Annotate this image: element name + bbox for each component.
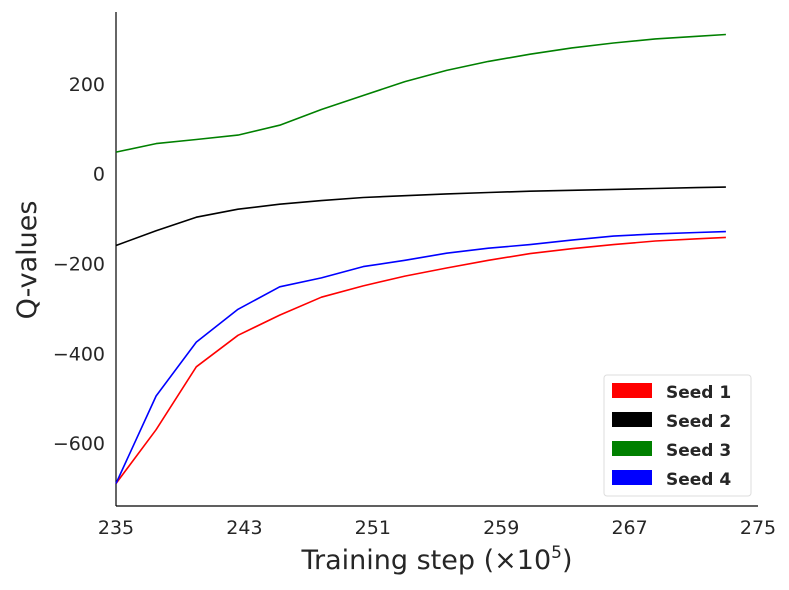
x-tick-label: 267 [611, 517, 647, 539]
x-tick-label: 275 [740, 517, 776, 539]
series-lines [115, 33, 726, 484]
x-tick-label: 259 [483, 517, 519, 539]
legend-swatch-seed-4 [612, 470, 652, 485]
y-axis-label: Q-values [12, 201, 43, 320]
x-tick-label: 235 [98, 517, 134, 539]
legend: Seed 1 Seed 2 Seed 3 Seed 4 [603, 374, 752, 497]
series-line-seed-2 [115, 186, 726, 247]
x-tick-labels: 235 243 251 259 267 275 [98, 517, 776, 539]
x-tick-label: 243 [226, 517, 262, 539]
y-tick-label: −400 [53, 343, 105, 365]
y-tick-label: 200 [69, 74, 105, 96]
axes [115, 12, 758, 507]
y-tick-label: −200 [53, 253, 105, 275]
series-line-seed-1 [115, 236, 726, 484]
legend-swatch-seed-3 [612, 441, 652, 456]
legend-swatch-seed-1 [612, 383, 652, 398]
y-tick-label: −600 [53, 433, 105, 455]
x-tick-label: 251 [355, 517, 391, 539]
legend-label-seed-3: Seed 3 [666, 441, 731, 461]
legend-frame [603, 374, 752, 497]
series-line-seed-4 [115, 230, 726, 484]
series-line-seed-3 [115, 33, 726, 153]
x-axis-label: Training step (×105) [301, 543, 573, 576]
legend-label-seed-1: Seed 1 [666, 383, 731, 403]
legend-label-seed-4: Seed 4 [666, 470, 731, 490]
y-tick-label: 0 [93, 164, 105, 186]
legend-label-seed-2: Seed 2 [666, 412, 731, 432]
y-tick-labels: 200 0 −200 −400 −600 [53, 74, 105, 455]
legend-swatch-seed-2 [612, 412, 652, 427]
